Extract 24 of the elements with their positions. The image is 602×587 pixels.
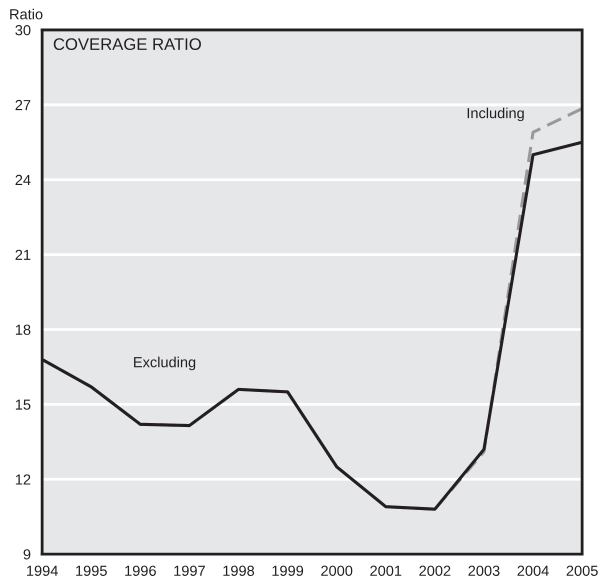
y-tick-label: 18 [16, 324, 30, 335]
y-tick-label: 9 [24, 549, 30, 560]
x-tick-label: 1998 [223, 566, 254, 576]
x-tick-label: 1995 [76, 566, 107, 576]
series-label: Including [468, 108, 524, 122]
text: Excluding [134, 356, 196, 370]
x-tick-label: 2003 [468, 566, 500, 576]
y-tick-label: 24 [16, 174, 31, 185]
y-tick-label: 12 [16, 474, 30, 485]
y-tick-label: 21 [16, 250, 30, 260]
x-tick-label: 1996 [125, 566, 156, 576]
x-tick-label: 2004 [518, 566, 549, 576]
x-tick-label: 2002 [419, 566, 450, 576]
x-tick-label: 2000 [321, 566, 352, 576]
y-tick-label: 30 [15, 25, 30, 36]
y-tick-label: 27 [16, 100, 30, 110]
y-tick-label: 15 [16, 400, 30, 410]
x-tick-label: 1999 [272, 566, 304, 576]
chart-title: COVERAGE RATIO [54, 38, 201, 50]
x-tick-label: 2001 [370, 566, 402, 576]
x-tick-label: 2005 [566, 566, 598, 576]
x-tick-label: 1994 [27, 566, 58, 576]
x-tick-label: 1997 [174, 566, 205, 576]
y-axis-title: Ratio [10, 8, 42, 20]
